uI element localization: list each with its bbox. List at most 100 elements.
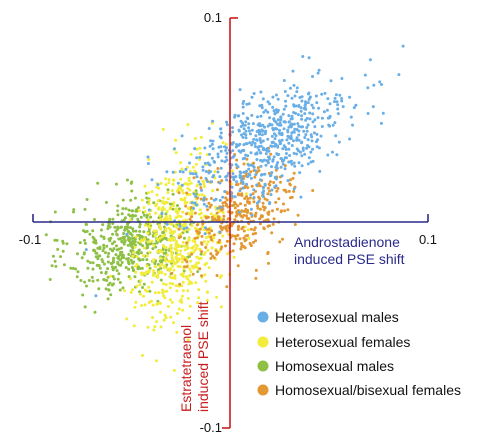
- data-point-homosexual-bisexual-females: [269, 152, 273, 156]
- data-point-heterosexual-males: [247, 163, 251, 167]
- data-point-homosexual-bisexual-females: [178, 282, 182, 286]
- data-point-homosexual-bisexual-females: [257, 195, 261, 199]
- data-point-heterosexual-males: [201, 165, 205, 169]
- data-point-homosexual-bisexual-females: [236, 228, 240, 231]
- data-point-heterosexual-females: [169, 267, 173, 271]
- data-point-heterosexual-males: [366, 112, 370, 115]
- data-point-heterosexual-females: [123, 289, 126, 293]
- data-point-heterosexual-males: [300, 117, 304, 121]
- data-point-heterosexual-males: [203, 226, 207, 230]
- data-point-heterosexual-males: [209, 170, 212, 174]
- data-point-heterosexual-males: [180, 134, 184, 138]
- data-point-heterosexual-females: [246, 228, 250, 232]
- data-point-homosexual-males: [83, 241, 87, 245]
- data-point-homosexual-males: [110, 249, 114, 252]
- data-point-homosexual-bisexual-females: [262, 227, 266, 231]
- data-point-heterosexual-females: [171, 282, 175, 286]
- data-point-homosexual-males: [166, 188, 170, 192]
- data-point-heterosexual-females: [175, 257, 179, 261]
- data-point-heterosexual-males: [270, 134, 274, 138]
- data-point-homosexual-bisexual-females: [296, 213, 300, 217]
- data-point-homosexual-males: [120, 261, 124, 264]
- data-point-heterosexual-females: [171, 264, 174, 268]
- data-point-homosexual-males: [98, 266, 102, 270]
- data-point-homosexual-males: [104, 287, 108, 291]
- data-point-homosexual-bisexual-females: [289, 178, 292, 182]
- data-point-homosexual-males: [122, 232, 126, 235]
- data-point-heterosexual-females: [195, 255, 199, 259]
- data-point-homosexual-bisexual-females: [260, 214, 263, 218]
- data-point-heterosexual-males: [318, 169, 322, 173]
- data-point-homosexual-bisexual-females: [185, 191, 189, 195]
- data-point-heterosexual-males: [273, 176, 277, 180]
- data-point-heterosexual-females: [131, 288, 135, 292]
- data-point-homosexual-males: [65, 242, 69, 246]
- legend-marker-heterosexual-females: [257, 336, 269, 348]
- data-point-heterosexual-males: [290, 96, 294, 100]
- data-point-heterosexual-females: [157, 291, 161, 295]
- data-point-heterosexual-males: [307, 91, 311, 95]
- data-point-heterosexual-females: [180, 167, 184, 171]
- data-point-heterosexual-males: [206, 161, 210, 165]
- data-point-heterosexual-males: [320, 92, 324, 96]
- data-point-homosexual-bisexual-females: [253, 226, 257, 230]
- data-point-heterosexual-males: [336, 103, 340, 107]
- data-point-heterosexual-males: [306, 162, 310, 166]
- data-point-homosexual-bisexual-females: [184, 204, 188, 208]
- data-point-heterosexual-males: [212, 174, 216, 177]
- data-point-heterosexual-males: [203, 232, 207, 236]
- data-point-heterosexual-females: [138, 292, 142, 296]
- data-point-homosexual-males: [119, 250, 123, 254]
- data-point-homosexual-males: [111, 260, 115, 264]
- data-point-heterosexual-males: [295, 90, 299, 94]
- data-point-homosexual-bisexual-females: [221, 201, 225, 205]
- data-point-heterosexual-males: [219, 149, 223, 153]
- data-point-heterosexual-males: [305, 126, 309, 129]
- data-point-homosexual-males: [99, 271, 103, 275]
- data-point-heterosexual-males: [276, 97, 280, 101]
- data-point-heterosexual-males: [300, 99, 304, 103]
- data-point-heterosexual-males: [232, 175, 236, 179]
- data-point-homosexual-bisexual-females: [293, 223, 297, 226]
- data-point-homosexual-males: [48, 278, 52, 281]
- data-point-heterosexual-females: [232, 255, 236, 259]
- data-point-heterosexual-males: [289, 137, 293, 141]
- data-point-heterosexual-females: [185, 218, 189, 222]
- data-point-heterosexual-males: [298, 96, 302, 99]
- data-point-heterosexual-females: [209, 212, 213, 216]
- data-point-heterosexual-males: [281, 162, 285, 166]
- data-point-heterosexual-males: [270, 165, 273, 169]
- data-point-homosexual-bisexual-females: [219, 224, 222, 228]
- data-point-heterosexual-males: [297, 133, 301, 137]
- data-point-homosexual-males: [131, 261, 135, 265]
- data-point-heterosexual-females: [167, 259, 171, 263]
- data-point-heterosexual-females: [163, 256, 167, 260]
- data-point-heterosexual-females: [125, 317, 129, 321]
- legend-label-homosexual-bisexual-females: Homosexual/bisexual females: [275, 382, 461, 398]
- data-point-homosexual-males: [132, 269, 136, 273]
- data-point-homosexual-males: [111, 275, 115, 278]
- legend: Heterosexual males Heterosexual females …: [257, 309, 461, 398]
- data-point-heterosexual-males: [278, 128, 281, 132]
- data-point-homosexual-bisexual-females: [245, 157, 249, 161]
- data-point-heterosexual-females: [170, 189, 174, 193]
- data-point-heterosexual-males: [295, 152, 299, 156]
- data-point-heterosexual-females: [143, 272, 147, 276]
- data-point-heterosexual-males: [255, 151, 259, 155]
- data-point-homosexual-males: [171, 207, 175, 211]
- data-point-homosexual-bisexual-females: [282, 202, 285, 206]
- data-point-heterosexual-males: [279, 116, 283, 119]
- data-point-homosexual-males: [102, 237, 106, 240]
- data-point-homosexual-bisexual-females: [207, 231, 211, 235]
- data-point-heterosexual-males: [273, 137, 277, 141]
- data-point-heterosexual-females: [180, 227, 183, 231]
- data-point-heterosexual-females: [151, 272, 155, 276]
- data-point-heterosexual-females: [154, 359, 158, 363]
- data-point-heterosexual-females: [221, 234, 225, 238]
- data-point-heterosexual-males: [287, 141, 291, 145]
- data-point-homosexual-males: [131, 229, 135, 233]
- data-point-heterosexual-males: [244, 136, 248, 140]
- data-point-heterosexual-females: [175, 289, 179, 293]
- data-point-homosexual-males: [138, 229, 142, 233]
- data-point-homosexual-males: [120, 212, 124, 216]
